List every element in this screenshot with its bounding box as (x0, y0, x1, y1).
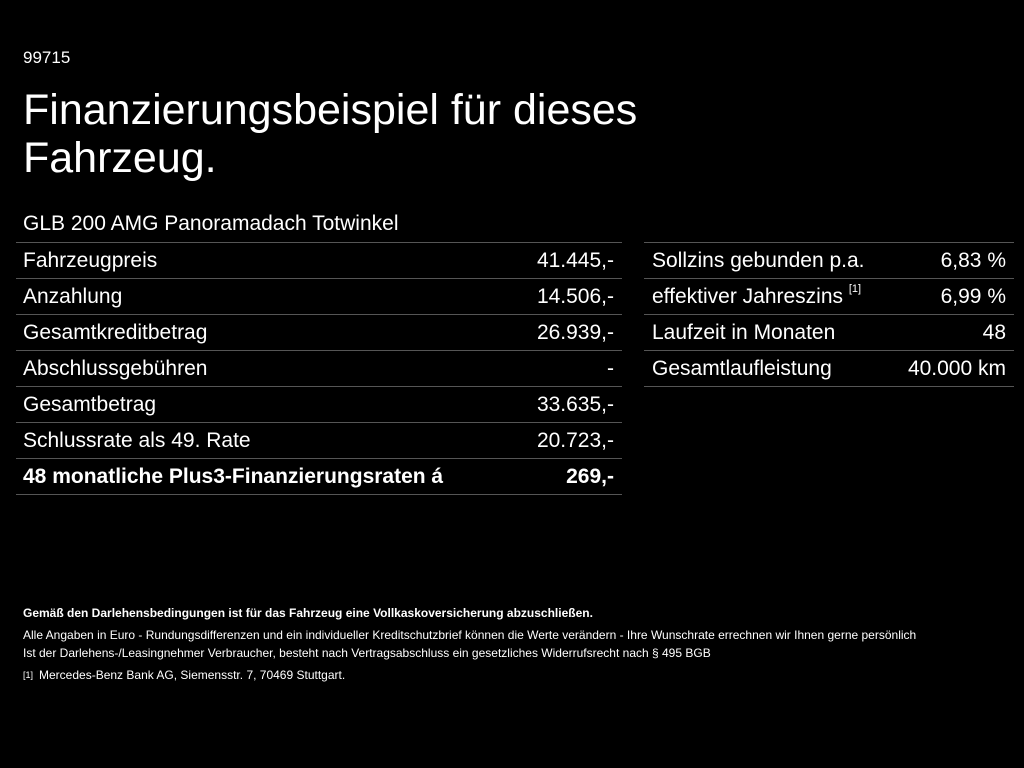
row-value: 14.506,- (521, 278, 622, 315)
row-value: 6,83 % (893, 242, 1014, 279)
row-label: Laufzeit in Monaten (644, 314, 894, 351)
insurance-notice: Gemäß den Darlehensbedingungen ist für d… (23, 606, 593, 620)
row-label: Schlussrate als 49. Rate (16, 422, 522, 459)
withdrawal-notice: Ist der Darlehens-/Leasingnehmer Verbrau… (23, 646, 711, 660)
row-label: Fahrzeugpreis (16, 242, 522, 279)
interest-table: Sollzins gebunden p.a. 6,83 % effektiver… (644, 242, 1014, 387)
table-row: Schlussrate als 49. Rate 20.723,- (16, 422, 622, 459)
row-label: effektiver Jahreszins (652, 284, 844, 308)
monthly-rate-row: 48 monatliche Plus3-Finanzierungsraten á… (16, 458, 622, 495)
row-label: 48 monatliche Plus3-Finanzierungsraten á (16, 458, 522, 495)
row-label: Abschlussgebühren (16, 350, 522, 387)
table-row: Anzahlung 14.506,- (16, 278, 622, 315)
row-label: Gesamtbetrag (16, 386, 522, 423)
finance-table: Fahrzeugpreis 41.445,- Anzahlung 14.506,… (16, 242, 622, 495)
row-label: Gesamtkreditbetrag (16, 314, 522, 351)
table-row: Sollzins gebunden p.a. 6,83 % (644, 242, 1014, 279)
source-note: [1] Mercedes-Benz Bank AG, Siemensstr. 7,… (23, 666, 1013, 684)
row-value: 6,99 % (893, 278, 1014, 315)
row-value: 26.939,- (521, 314, 622, 351)
page-title: Finanzierungsbeispiel für dieses Fahrzeu… (23, 86, 638, 182)
table-row: Laufzeit in Monaten 48 (644, 314, 1014, 351)
row-label: Gesamtlaufleistung (644, 350, 894, 387)
row-value: 40.000 km (893, 350, 1014, 387)
table-row: Gesamtbetrag 33.635,- (16, 386, 622, 423)
row-value: - (521, 350, 622, 387)
currency-notice: Alle Angaben in Euro - Rundungsdifferenz… (23, 628, 917, 642)
table-row: Abschlussgebühren - (16, 350, 622, 387)
source-text: Mercedes-Benz Bank AG, Siemensstr. 7, 70… (39, 668, 346, 682)
table-row: effektiver Jahreszins [1] 6,99 % (644, 278, 1014, 315)
row-value: 41.445,- (521, 242, 622, 279)
row-label: Anzahlung (16, 278, 522, 315)
row-label-with-footnote: effektiver Jahreszins [1] (644, 278, 894, 315)
row-label: Sollzins gebunden p.a. (644, 242, 894, 279)
row-value: 48 (893, 314, 1014, 351)
source-marker: [1] (23, 670, 34, 680)
row-value: 269,- (521, 458, 622, 495)
footnote-marker: [1] (848, 282, 862, 295)
table-row: Gesamtlaufleistung 40.000 km (644, 350, 1014, 387)
row-value: 33.635,- (521, 386, 622, 423)
table-row: Fahrzeugpreis 41.445,- (16, 242, 622, 279)
legal-footnotes: Gemäß den Darlehensbedingungen ist für d… (23, 604, 1013, 684)
reference-number: 99715 (23, 48, 71, 67)
vehicle-model: GLB 200 AMG Panoramadach Totwinkel (23, 212, 399, 235)
table-row: Gesamtkreditbetrag 26.939,- (16, 314, 622, 351)
row-value: 20.723,- (521, 422, 622, 459)
